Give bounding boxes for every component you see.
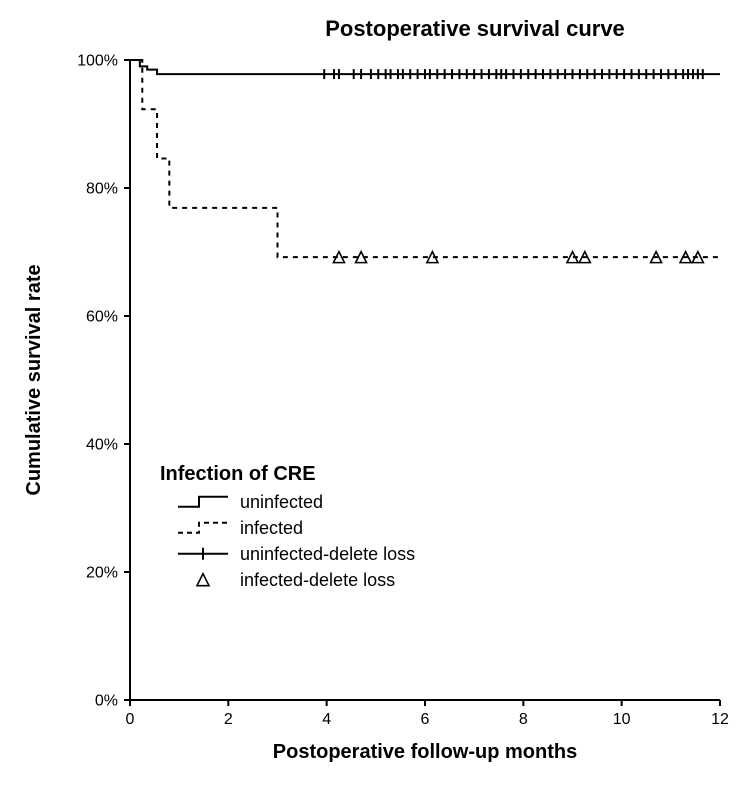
svg-text:20%: 20% bbox=[86, 565, 118, 582]
legend-label-uninfected-step: uninfected bbox=[240, 492, 323, 512]
svg-text:100%: 100% bbox=[77, 53, 118, 70]
chart-container: 0 2 4 6 8 10 12 0% 20% 40% 60% 80% 100% Postoperative… bbox=[0, 0, 750, 788]
svg-text:0%: 0% bbox=[95, 693, 118, 710]
svg-text:40%: 40% bbox=[86, 437, 118, 454]
x-axis-label: Postoperative follow-up months bbox=[273, 741, 577, 763]
svg-text:0: 0 bbox=[126, 711, 135, 728]
y-axis-label: Cumulative survival rate bbox=[23, 264, 45, 495]
svg-text:80%: 80% bbox=[86, 181, 118, 198]
svg-text:10: 10 bbox=[613, 711, 631, 728]
survival-chart-svg: 0 2 4 6 8 10 12 0% 20% 40% 60% 80% 100% Postoperative… bbox=[0, 0, 750, 788]
svg-text:2: 2 bbox=[224, 711, 233, 728]
chart-title: Postoperative survival curve bbox=[325, 16, 625, 41]
svg-text:4: 4 bbox=[322, 711, 331, 728]
legend-label-uninfected-censor: uninfected-delete loss bbox=[240, 544, 415, 564]
svg-text:6: 6 bbox=[421, 711, 430, 728]
svg-text:60%: 60% bbox=[86, 309, 118, 326]
legend-label-infected-censor: infected-delete loss bbox=[240, 570, 395, 590]
svg-text:12: 12 bbox=[711, 711, 729, 728]
legend-label-infected-step: infected bbox=[240, 518, 303, 538]
svg-text:8: 8 bbox=[519, 711, 528, 728]
legend-title: Infection of CRE bbox=[160, 463, 316, 485]
